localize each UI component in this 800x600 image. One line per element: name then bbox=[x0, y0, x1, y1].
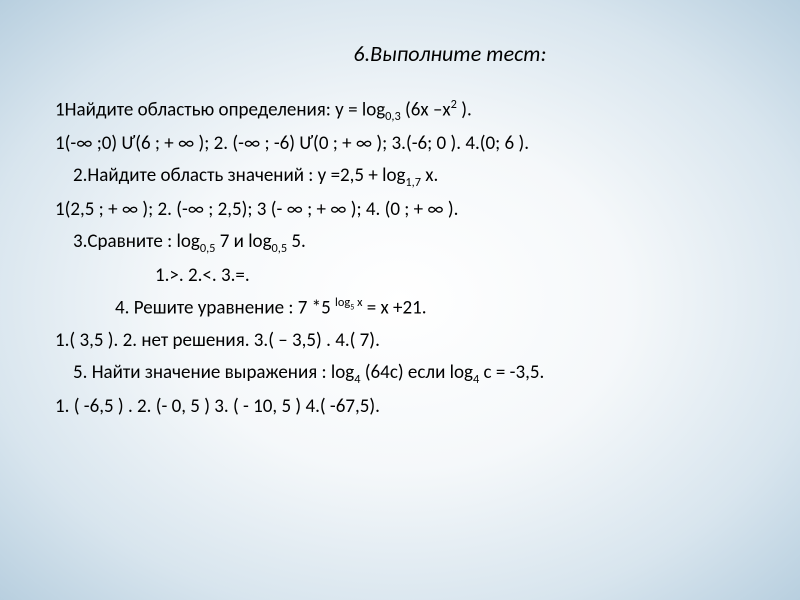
slide-title: 6.Выполните тест: bbox=[155, 40, 745, 67]
line-10: 1. ( -6,5 ) . 2. (- 0, 5 ) 3. ( - 10, 5 … bbox=[55, 392, 745, 422]
line-3: 2.Найдите область значений : у =2,5 + lo… bbox=[55, 161, 745, 193]
line-8: 1.( 3,5 ). 2. нет решения. 3.( – 3,5) . … bbox=[55, 326, 745, 356]
line-2: 1(-∞ ;0) Ư(6 ; + ∞ ); 2. (-∞ ; -6) Ư(0 ;… bbox=[55, 129, 745, 159]
line-1: 1Найдите областью определения: у = log0,… bbox=[55, 95, 745, 127]
slide-content: 1Найдите областью определения: у = log0,… bbox=[55, 95, 745, 422]
line-6: 1.>. 2.<. 3.=. bbox=[55, 261, 745, 291]
line-5: 3.Сравните : log0,5 7 и log0,5 5. bbox=[55, 227, 745, 259]
line-7: 4. Решите уравнение : 7 *5 log5 х = х +2… bbox=[55, 293, 745, 324]
line-9: 5. Найти значение выражения : log4 (64c)… bbox=[55, 358, 745, 390]
line-4: 1(2,5 ; + ∞ ); 2. (-∞ ; 2,5); 3 (- ∞ ; +… bbox=[55, 195, 745, 225]
